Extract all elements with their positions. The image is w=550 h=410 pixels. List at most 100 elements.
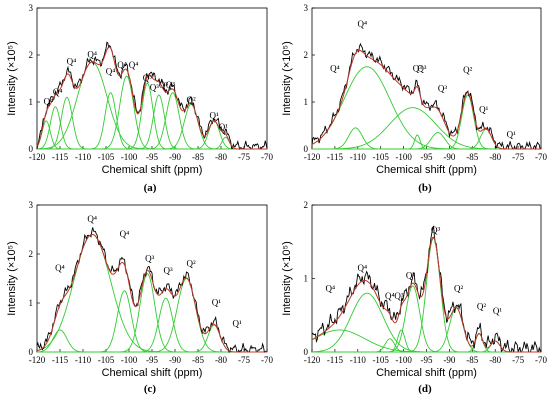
x-tick-label: -85: [192, 152, 204, 162]
x-tick-label: -80: [489, 152, 501, 162]
x-tick-label: -100: [121, 355, 138, 365]
y-tick-label: 0: [29, 347, 34, 357]
x-tick-label: -95: [146, 355, 158, 365]
x-tick-label: -100: [121, 152, 138, 162]
peak-label: Q³: [417, 63, 426, 73]
peak-label: Q²: [186, 95, 195, 105]
peak-label: Q⁴: [87, 49, 97, 59]
x-tick-label: -110: [75, 152, 92, 162]
peak-label: Q⁴: [330, 63, 340, 73]
peak-label: Q⁴: [358, 263, 368, 273]
panel-label: (c): [144, 383, 157, 395]
x-tick-label: -110: [350, 152, 367, 162]
fitted-envelope: [36, 233, 267, 353]
y-axis-label: Intensity (×10⁵): [6, 41, 18, 116]
x-tick-label: -85: [466, 152, 478, 162]
panel-label: (a): [144, 182, 157, 194]
peak-label: Q⁴: [87, 214, 97, 224]
x-tick-label: -90: [443, 152, 455, 162]
component-curve: [312, 237, 541, 353]
peak-label: Q⁴: [44, 96, 54, 106]
x-tick-label: -90: [443, 355, 455, 365]
x-axis-label: Chemical shift (ppm): [376, 164, 477, 176]
experimental-spectrum: [311, 42, 541, 151]
component-curve: [36, 233, 267, 353]
component-curve: [37, 324, 267, 353]
peak-label: Q⁴: [120, 229, 130, 239]
peak-label: Q⁴: [385, 291, 395, 301]
x-tick-label: -115: [52, 152, 69, 162]
peak-label: Q¹: [219, 122, 228, 132]
peak-label: Q⁴: [106, 67, 116, 77]
peak-label: Q²: [454, 284, 463, 294]
y-tick-label: 3: [29, 200, 34, 210]
chart-panel: -120 -115 -110 -105 -100 -95 -90 -85 -80 -75 -70 0 1…: [281, 3, 547, 194]
y-tick-label: 0: [304, 144, 309, 154]
x-tick-label: -70: [261, 355, 273, 365]
x-tick-label: -95: [146, 152, 158, 162]
fitted-envelope: [36, 46, 267, 150]
y-tick-label: 2: [29, 50, 34, 60]
panel-label: (d): [418, 383, 432, 395]
y-tick-label: 1: [29, 298, 34, 308]
x-tick-label: -95: [421, 355, 433, 365]
x-axis-label: Chemical shift (ppm): [102, 367, 203, 379]
peak-label: Q³: [438, 84, 447, 94]
panel-label: (b): [418, 182, 432, 194]
x-tick-label: -110: [75, 355, 92, 365]
x-tick-label: -70: [535, 152, 547, 162]
x-tick-label: -105: [98, 355, 115, 365]
x-tick-label: -85: [192, 355, 204, 365]
x-tick-label: -80: [215, 355, 227, 365]
peak-label: Q⁴: [117, 60, 127, 70]
y-tick-label: 1: [304, 97, 309, 107]
peak-label: Q¹: [493, 306, 502, 316]
y-tick-label: 2: [29, 249, 34, 259]
fitted-envelope: [311, 49, 541, 150]
x-tick-label: -120: [29, 152, 46, 162]
peak-label: Q¹: [479, 104, 488, 114]
y-axis-label: Intensity (×10⁵): [281, 241, 293, 316]
x-tick-label: -110: [350, 355, 367, 365]
experimental-spectrum: [36, 41, 268, 151]
chart-panel: -120 -115 -110 -105 -100 -95 -90 -85 -80 -75 -70 0 1…: [6, 200, 273, 395]
x-tick-label: -90: [169, 355, 181, 365]
peak-label: Q²: [477, 301, 486, 311]
chart-panel: -120 -115 -110 -105 -100 -95 -90 -85 -80 -75 -70 0 1…: [6, 3, 273, 194]
x-tick-label: -120: [304, 355, 321, 365]
y-tick-label: 0: [29, 144, 34, 154]
y-tick-label: 2: [304, 200, 309, 210]
peak-label: Q³: [406, 271, 415, 281]
fitted-envelope: [311, 236, 541, 353]
peak-label: Q²: [463, 65, 472, 75]
peak-label: Q¹: [209, 110, 218, 120]
peak-label: Q²: [186, 258, 195, 268]
peak-label: Q³: [150, 82, 159, 92]
peak-label: Q¹: [232, 319, 241, 329]
y-tick-label: 2: [304, 50, 309, 60]
y-axis-label: Intensity (×10⁵): [6, 241, 18, 316]
peak-label: Q¹: [212, 297, 221, 307]
x-tick-label: -105: [372, 355, 389, 365]
x-tick-label: -95: [421, 152, 433, 162]
y-tick-label: 3: [304, 3, 309, 13]
component-curve: [312, 329, 541, 353]
peak-label: Q⁴: [358, 19, 368, 29]
peak-label: Q³: [166, 80, 175, 90]
x-tick-label: -115: [327, 355, 344, 365]
peak-label: Q³: [394, 291, 403, 301]
x-tick-label: -120: [304, 152, 321, 162]
x-tick-label: -120: [29, 355, 46, 365]
peak-label: Q⁴: [129, 60, 139, 70]
x-tick-label: -75: [512, 152, 524, 162]
x-tick-label: -115: [327, 152, 344, 162]
x-tick-label: -80: [215, 152, 227, 162]
x-tick-label: -70: [261, 152, 273, 162]
component-curve: [312, 285, 541, 353]
peak-label: Q³: [163, 266, 172, 276]
peak-label: Q⁴: [55, 263, 65, 273]
y-tick-label: 3: [29, 3, 34, 13]
peak-label: Q³: [431, 225, 440, 235]
